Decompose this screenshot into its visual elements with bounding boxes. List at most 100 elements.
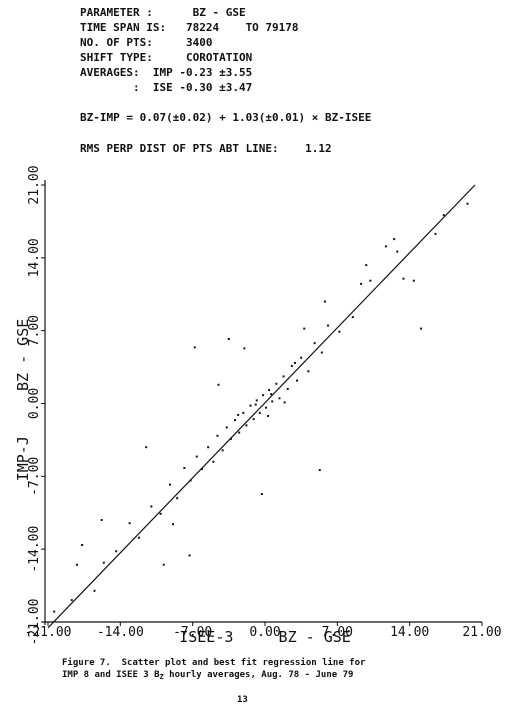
point xyxy=(227,337,230,340)
point xyxy=(255,399,258,402)
y-tick-label: -21.00 xyxy=(27,599,42,646)
y-tick-label: 0.00 xyxy=(27,388,42,419)
regression-line xyxy=(47,184,476,629)
point xyxy=(412,279,415,282)
point xyxy=(466,202,469,205)
point xyxy=(275,382,278,385)
point xyxy=(145,446,148,449)
point xyxy=(318,469,321,472)
point xyxy=(307,370,310,373)
point xyxy=(249,404,252,407)
header-line: : ISE -0.30 ±3.47 xyxy=(80,81,252,94)
point xyxy=(75,563,78,566)
point xyxy=(225,426,228,429)
point xyxy=(360,282,363,285)
point xyxy=(212,460,215,463)
point xyxy=(172,523,175,526)
point xyxy=(384,245,387,248)
point xyxy=(323,300,326,303)
point xyxy=(188,554,191,557)
point xyxy=(243,347,246,350)
point xyxy=(193,346,196,349)
point xyxy=(313,342,316,345)
point xyxy=(216,434,219,437)
point xyxy=(93,589,96,592)
x-tick-label: 7.00 xyxy=(322,625,353,640)
header-line: NO. OF PTS: 3400 xyxy=(80,36,212,49)
point xyxy=(70,599,73,602)
x-tick-label: -14.00 xyxy=(97,625,144,640)
point xyxy=(200,468,203,471)
header-line: TIME SPAN IS: 78224 TO 79178 xyxy=(80,21,299,34)
point xyxy=(258,411,261,414)
point xyxy=(252,418,255,421)
point xyxy=(159,512,162,515)
caption: Figure 7. Scatter plot and best fit regr… xyxy=(62,657,366,668)
point xyxy=(245,424,248,427)
point xyxy=(53,610,56,613)
caption-sub: Z xyxy=(160,673,164,681)
point xyxy=(286,387,289,390)
point xyxy=(396,250,399,253)
point xyxy=(270,393,273,396)
y-tick-label: 21.00 xyxy=(27,165,42,204)
point xyxy=(242,411,245,414)
header-line: AVERAGES: IMP -0.23 ±3.55 xyxy=(80,66,252,79)
point xyxy=(369,279,372,282)
point xyxy=(268,388,271,391)
point xyxy=(393,238,396,241)
x-tick-label: 0.00 xyxy=(249,625,280,640)
point xyxy=(300,356,303,359)
point xyxy=(265,406,268,409)
x-axis-label: ISEE-3 BZ - GSE xyxy=(179,628,351,646)
point xyxy=(150,505,153,508)
caption: IMP 8 and ISEE 3 BZ hourly averages, Aug… xyxy=(62,670,353,681)
point xyxy=(102,561,105,564)
x-tick-label: 14.00 xyxy=(390,625,429,640)
point xyxy=(282,375,285,378)
point xyxy=(271,400,274,403)
point xyxy=(434,232,437,235)
point xyxy=(100,519,103,522)
point xyxy=(81,544,84,547)
point xyxy=(168,483,171,486)
point xyxy=(327,324,330,327)
x-tick-label: 21.00 xyxy=(462,625,501,640)
point xyxy=(237,413,240,416)
point xyxy=(420,327,423,330)
point xyxy=(195,455,198,458)
x-tick-label: -21.00 xyxy=(25,625,72,640)
point xyxy=(162,563,165,566)
y-tick-label: 14.00 xyxy=(27,238,42,277)
point xyxy=(221,449,224,452)
point xyxy=(229,437,232,440)
point xyxy=(365,264,368,267)
y-tick-label: 7.00 xyxy=(27,315,42,346)
point xyxy=(442,214,445,217)
point xyxy=(128,522,131,525)
point xyxy=(267,414,270,417)
point xyxy=(260,493,263,496)
point xyxy=(278,397,281,400)
point xyxy=(283,401,286,404)
x-tick-label: -7.00 xyxy=(173,625,212,640)
header-line: BZ-IMP = 0.07(±0.02) + 1.03(±0.01) × BZ-… xyxy=(80,111,371,124)
point xyxy=(137,536,140,539)
point xyxy=(217,383,220,386)
point xyxy=(290,365,293,368)
y-tick-label: -7.00 xyxy=(27,457,42,496)
point xyxy=(303,327,306,330)
point xyxy=(189,479,192,482)
point xyxy=(338,330,341,333)
point xyxy=(115,550,118,553)
point xyxy=(183,467,186,470)
point xyxy=(351,316,354,319)
caption-part: hourly averages, Aug. 78 - June 79 xyxy=(164,670,354,680)
header-line: SHIFT TYPE: COROTATION xyxy=(80,51,252,64)
point xyxy=(296,379,299,382)
header-line: RMS PERP DIST OF PTS ABT LINE: 1.12 xyxy=(80,142,332,155)
y-axis-label: IMP-J BZ - GSE xyxy=(14,319,32,482)
point xyxy=(320,351,323,354)
point xyxy=(261,394,264,397)
